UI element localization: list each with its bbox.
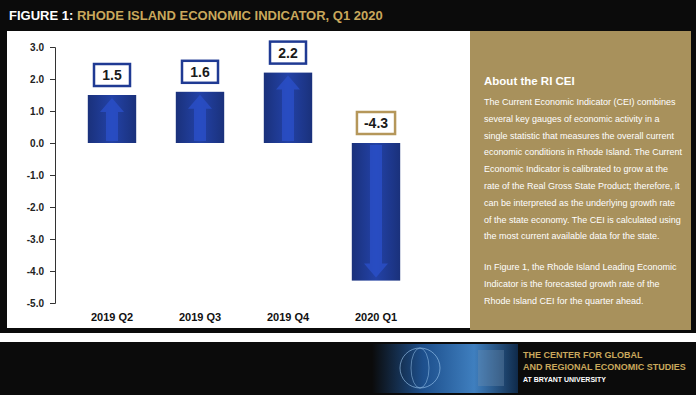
bar-arrow bbox=[100, 98, 124, 141]
y-tick: 0.0 bbox=[30, 138, 55, 149]
y-tick: 1.0 bbox=[30, 106, 55, 117]
y-tick-label: -4.0 bbox=[27, 266, 45, 277]
x-tick: 2019 Q2 bbox=[91, 311, 133, 323]
y-tick-label: -5.0 bbox=[27, 298, 45, 309]
sidebar-text: several key gauges of economic activity … bbox=[484, 114, 660, 124]
sidebar-heading: About the RI CEI bbox=[484, 75, 575, 87]
footer-globe bbox=[400, 348, 440, 388]
bar-arrow bbox=[188, 95, 212, 141]
y-tick-mark bbox=[50, 271, 55, 272]
y-tick-label: -3.0 bbox=[27, 234, 45, 245]
y-tick-mark bbox=[50, 111, 55, 112]
x-tick-label: 2020 Q1 bbox=[355, 311, 397, 323]
sidebar-text: Rhode Island CEI for the quarter ahead. bbox=[484, 296, 644, 306]
sidebar-text: economic conditions in Rhode Island. The… bbox=[484, 147, 682, 157]
bar-arrow bbox=[276, 76, 300, 141]
title-main: RHODE ISLAND ECONOMIC INDICATOR, Q1 2020 bbox=[73, 8, 382, 23]
footer-globe-meridian bbox=[411, 348, 429, 388]
y-tick-mark bbox=[50, 175, 55, 176]
y-tick-label: 2.0 bbox=[30, 74, 44, 85]
page: FIGURE 1: RHODE ISLAND ECONOMIC INDICATO… bbox=[0, 0, 696, 398]
y-tick-label: 1.0 bbox=[30, 106, 44, 117]
bar bbox=[352, 143, 400, 281]
data-label-box bbox=[94, 64, 130, 86]
data-label-box bbox=[182, 61, 218, 83]
bar bbox=[88, 95, 136, 143]
y-tick-mark bbox=[50, 79, 55, 80]
bar bbox=[264, 73, 312, 143]
footer-image bbox=[372, 344, 518, 393]
y-tick: -3.0 bbox=[27, 234, 55, 245]
y-tick: 3.0 bbox=[30, 42, 55, 53]
sidebar-text: Indicator is the forecasted growth rate … bbox=[484, 279, 660, 289]
x-axis: 2019 Q2 2019 Q3 2019 Q4 2020 Q1 bbox=[91, 311, 397, 323]
y-axis-line bbox=[50, 48, 56, 304]
x-tick-label: 2019 Q2 bbox=[91, 311, 133, 323]
sidebar-text: can be interpreted as the underlying gro… bbox=[484, 198, 675, 208]
data-label-text: 1.6 bbox=[190, 64, 210, 80]
y-axis: -5.0 -4.0 -3.0 -2.0 -1.0 0.0 1.0 2.0 3.0 bbox=[27, 42, 56, 309]
bar bbox=[176, 92, 224, 143]
x-tick: 2020 Q1 bbox=[355, 311, 397, 323]
data-label-box bbox=[270, 42, 306, 64]
y-tick-mark bbox=[50, 143, 55, 144]
y-tick-mark bbox=[50, 303, 55, 304]
title-lead: FIGURE 1: bbox=[9, 8, 73, 23]
y-tick-mark bbox=[50, 47, 55, 48]
sidebar-text: The Current Economic Indicator (CEI) com… bbox=[484, 97, 676, 107]
frame bbox=[0, 0, 696, 333]
y-tick-mark bbox=[50, 239, 55, 240]
sidebar-text: In Figure 1, the Rhode Island Leading Ec… bbox=[484, 262, 677, 272]
data-label-text: 2.2 bbox=[278, 45, 298, 61]
y-tick-mark bbox=[50, 207, 55, 208]
y-tick: 2.0 bbox=[30, 74, 55, 85]
y-tick: -4.0 bbox=[27, 266, 55, 277]
x-tick: 2019 Q3 bbox=[179, 311, 221, 323]
data-labels: 1.5 1.6 2.2 -4.3 bbox=[94, 42, 395, 134]
data-label: 1.6 bbox=[182, 61, 218, 83]
sidebar-text: of the state economy. The CEI is calcula… bbox=[484, 215, 681, 225]
y-tick-label: -1.0 bbox=[27, 170, 45, 181]
data-label-text: -4.3 bbox=[364, 115, 388, 131]
y-tick: -2.0 bbox=[27, 202, 55, 213]
footer-map bbox=[478, 350, 504, 386]
y-tick-label: 0.0 bbox=[30, 138, 44, 149]
y-tick: -1.0 bbox=[27, 170, 55, 181]
sidebar-text: single statistic that measures the overa… bbox=[484, 131, 675, 141]
x-tick-label: 2019 Q3 bbox=[179, 311, 221, 323]
y-tick-label: 3.0 bbox=[30, 42, 44, 53]
chart-panel bbox=[7, 31, 470, 328]
sidebar-panel bbox=[470, 31, 691, 330]
data-label: -4.3 bbox=[357, 112, 395, 134]
data-label-box bbox=[357, 112, 395, 134]
footer-title: AND REGIONAL ECONOMIC STUDIES bbox=[523, 362, 686, 372]
sidebar-text: Economic Indicator is calibrated to grow… bbox=[484, 164, 668, 174]
bars bbox=[88, 73, 400, 281]
sidebar-text: the most current available data for the … bbox=[484, 231, 660, 241]
footer-subtitle: AT BRYANT UNIVERSITY bbox=[523, 376, 606, 383]
data-label-text: 1.5 bbox=[102, 67, 122, 83]
data-label: 2.2 bbox=[270, 42, 306, 64]
x-tick-label: 2019 Q4 bbox=[267, 311, 310, 323]
data-label: 1.5 bbox=[94, 64, 130, 86]
footer-bar bbox=[0, 342, 696, 395]
sidebar-text: rate of the Real Gross State Product; th… bbox=[484, 181, 680, 191]
footer-title: THE CENTER FOR GLOBAL bbox=[523, 350, 643, 360]
y-tick: -5.0 bbox=[27, 298, 55, 309]
bar-arrow bbox=[364, 145, 388, 278]
chart-title: FIGURE 1: RHODE ISLAND ECONOMIC INDICATO… bbox=[9, 8, 383, 23]
y-tick-label: -2.0 bbox=[27, 202, 45, 213]
x-tick: 2019 Q4 bbox=[267, 311, 310, 323]
